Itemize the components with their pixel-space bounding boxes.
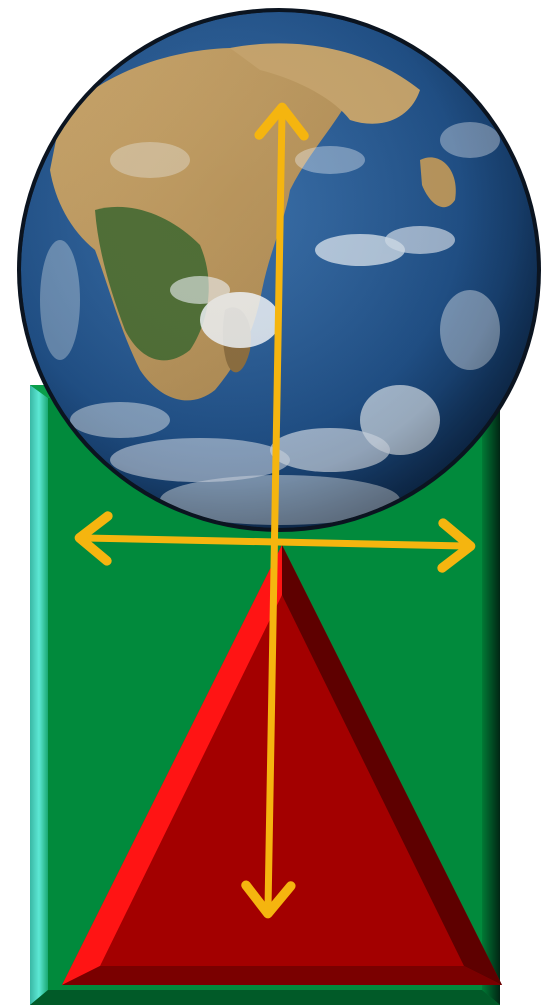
block-left-bevel	[30, 385, 48, 1005]
vertical-double-arrow	[241, 102, 309, 919]
block-bottom-bevel	[30, 990, 500, 1005]
pyramid-bottom-edge	[62, 966, 502, 985]
block-right-bevel	[482, 385, 500, 1005]
pyramid-right-shadow	[282, 545, 502, 985]
force-arrows	[74, 102, 476, 919]
pyramid-left-highlight	[62, 545, 282, 985]
